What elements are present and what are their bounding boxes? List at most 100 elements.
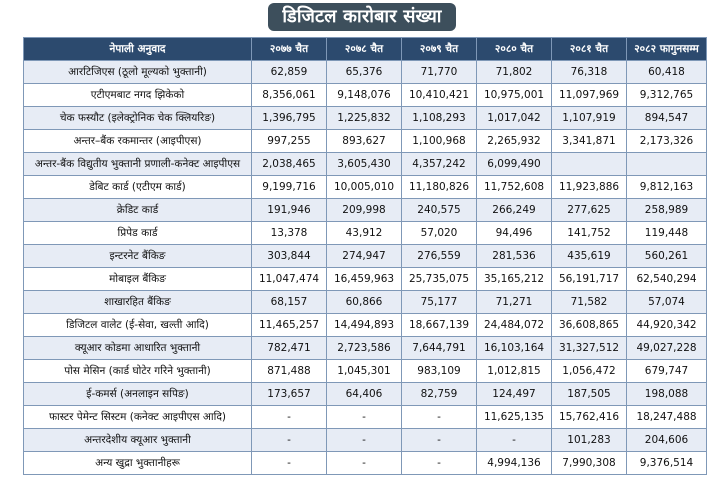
table-row: अन्तरदेशीय क्यूआर भुक्तानी - - - -101,283 204… bbox=[23, 428, 707, 452]
value-cell: - bbox=[251, 451, 327, 475]
value-cell: 1,108,293 bbox=[401, 106, 477, 130]
row-label-cell: चेक फस्यौट (इलेक्ट्रोनिक चेक क्लियरिङ) bbox=[23, 106, 252, 130]
value-cell: 9,148,076 bbox=[326, 83, 402, 107]
row-label-cell: फास्टर पेमेन्ट सिस्टम (कनेक्ट आइपीएस आदि… bbox=[23, 405, 252, 429]
value-cell: 871,488 bbox=[251, 359, 327, 383]
value-cell: 71,271 bbox=[476, 290, 552, 314]
value-cell: 119,448 bbox=[626, 221, 707, 245]
value-cell: 1,225,832 bbox=[326, 106, 402, 130]
row-label-cell: आरटिजिएस (ठूलो मूल्यको भुक्तानी) bbox=[23, 60, 252, 84]
column-header: २०७८ चैत bbox=[326, 37, 402, 61]
value-cell: 173,657 bbox=[251, 382, 327, 406]
row-label-cell: प्रिपेड कार्ड bbox=[23, 221, 252, 245]
value-cell: 11,752,608 bbox=[476, 175, 552, 199]
row-label-cell: ई-कमर्स (अनलाइन सपिङ) bbox=[23, 382, 252, 406]
value-cell: 14,494,893 bbox=[326, 313, 402, 337]
value-cell: 2,038,465 bbox=[251, 152, 327, 176]
value-cell: 1,107,919 bbox=[551, 106, 627, 130]
value-cell: 36,608,865 bbox=[551, 313, 627, 337]
value-cell: 10,975,001 bbox=[476, 83, 552, 107]
column-header: २०७७ चैत bbox=[251, 37, 327, 61]
value-cell: 3,605,430 bbox=[326, 152, 402, 176]
value-cell: 101,283 bbox=[551, 428, 627, 452]
value-cell: 1,045,301 bbox=[326, 359, 402, 383]
row-label-cell: अन्तर–बैंक रकमान्तर (आइपीएस) bbox=[23, 129, 252, 153]
table-row: इन्टरनेट बैंकिङ 303,844 274,947 276,559 281,… bbox=[23, 244, 707, 268]
value-cell: 6,099,490 bbox=[476, 152, 552, 176]
value-cell: 7,990,308 bbox=[551, 451, 627, 475]
table-row: फास्टर पेमेन्ट सिस्टम (कनेक्ट आइपीएस आदि… bbox=[23, 405, 707, 429]
value-cell: - bbox=[401, 451, 477, 475]
row-label-cell: इन्टरनेट बैंकिङ bbox=[23, 244, 252, 268]
value-cell: 266,249 bbox=[476, 198, 552, 222]
row-label-cell: मोबाइल बैंकिङ bbox=[23, 267, 252, 291]
row-label-cell: अन्तर-बैंक विद्युतीय भुक्तानी प्रणाली-कन… bbox=[23, 152, 252, 176]
table-row: मोबाइल बैंकिङ 11,047,474 16,459,963 25,735,… bbox=[23, 267, 707, 291]
value-cell: 1,056,472 bbox=[551, 359, 627, 383]
table-row: अन्य खुद्रा भुक्तानीहरू - - -4,994,136 7,990… bbox=[23, 451, 707, 475]
row-label-cell: शाखारहित बैंकिङ bbox=[23, 290, 252, 314]
column-header: नेपाली अनुवाद bbox=[23, 37, 252, 61]
value-cell: 62,540,294 bbox=[626, 267, 707, 291]
value-cell: 4,994,136 bbox=[476, 451, 552, 475]
value-cell: 15,762,416 bbox=[551, 405, 627, 429]
value-cell: 983,109 bbox=[401, 359, 477, 383]
value-cell: 9,312,765 bbox=[626, 83, 707, 107]
column-header: २०७९ चैत bbox=[401, 37, 477, 61]
value-cell: 62,859 bbox=[251, 60, 327, 84]
value-cell: 2,723,586 bbox=[326, 336, 402, 360]
table-row: डेबिट कार्ड (एटीएम कार्ड) 9,199,716 10,005… bbox=[23, 175, 707, 199]
value-cell: 894,547 bbox=[626, 106, 707, 130]
value-cell: 10,410,421 bbox=[401, 83, 477, 107]
value-cell: 274,947 bbox=[326, 244, 402, 268]
value-cell: 57,074 bbox=[626, 290, 707, 314]
value-cell: 893,627 bbox=[326, 129, 402, 153]
value-cell: 1,017,042 bbox=[476, 106, 552, 130]
value-cell: 11,625,135 bbox=[476, 405, 552, 429]
table-row: अन्तर-बैंक विद्युतीय भुक्तानी प्रणाली-कन… bbox=[23, 152, 707, 176]
value-cell: 9,812,163 bbox=[626, 175, 707, 199]
value-cell: 1,100,968 bbox=[401, 129, 477, 153]
value-cell: 204,606 bbox=[626, 428, 707, 452]
value-cell: 56,191,717 bbox=[551, 267, 627, 291]
value-cell: 276,559 bbox=[401, 244, 477, 268]
value-cell: 25,735,075 bbox=[401, 267, 477, 291]
value-cell: 11,923,886 bbox=[551, 175, 627, 199]
value-cell: 71,802 bbox=[476, 60, 552, 84]
value-cell: 49,027,228 bbox=[626, 336, 707, 360]
value-cell: 13,378 bbox=[251, 221, 327, 245]
value-cell: 65,376 bbox=[326, 60, 402, 84]
value-cell: 141,752 bbox=[551, 221, 627, 245]
table-row: क्रेडिट कार्ड 191,946 209,998 240,575 266,24… bbox=[23, 198, 707, 222]
value-cell: 82,759 bbox=[401, 382, 477, 406]
value-cell: - bbox=[251, 428, 327, 452]
value-cell: 18,667,139 bbox=[401, 313, 477, 337]
value-cell: 187,505 bbox=[551, 382, 627, 406]
value-cell: 8,356,061 bbox=[251, 83, 327, 107]
table-row: एटीएमबाट नगद झिकेको 8,356,061 9,148,076 10,… bbox=[23, 83, 707, 107]
value-cell: 9,376,514 bbox=[626, 451, 707, 475]
value-cell: 2,173,326 bbox=[626, 129, 707, 153]
value-cell: - bbox=[476, 428, 552, 452]
column-header: २०८१ चैत bbox=[551, 37, 627, 61]
value-cell bbox=[626, 152, 707, 176]
table-row: अन्तर–बैंक रकमान्तर (आइपीएस) 997,255 893,6… bbox=[23, 129, 707, 153]
value-cell: 281,536 bbox=[476, 244, 552, 268]
value-cell: 94,496 bbox=[476, 221, 552, 245]
value-cell: 71,770 bbox=[401, 60, 477, 84]
value-cell: 11,465,257 bbox=[251, 313, 327, 337]
value-cell: 71,582 bbox=[551, 290, 627, 314]
table-row: डिजिटल वालेट (ई-सेवा, खल्ती आदि) 11,465,2… bbox=[23, 313, 707, 337]
table-row: क्यूआर कोडमा आधारित भुक्तानी 782,471 2,723… bbox=[23, 336, 707, 360]
value-cell: 75,177 bbox=[401, 290, 477, 314]
value-cell: 209,998 bbox=[326, 198, 402, 222]
row-label-cell: एटीएमबाट नगद झिकेको bbox=[23, 83, 252, 107]
row-label-cell: पोस मेसिन (कार्ड घोटेर गरिने भुक्तानी) bbox=[23, 359, 252, 383]
table-row: चेक फस्यौट (इलेक्ट्रोनिक चेक क्लियरिङ) 1,… bbox=[23, 106, 707, 130]
title-container: डिजिटल कारोबार संख्या bbox=[0, 3, 724, 31]
table-row: ई-कमर्स (अनलाइन सपिङ) 173,657 64,406 82,759… bbox=[23, 382, 707, 406]
value-cell: 435,619 bbox=[551, 244, 627, 268]
table-header-row: नेपाली अनुवाद २०७७ चैत २०७८ चैत २०७९ चैत… bbox=[23, 37, 707, 61]
value-cell: 60,866 bbox=[326, 290, 402, 314]
value-cell: 64,406 bbox=[326, 382, 402, 406]
